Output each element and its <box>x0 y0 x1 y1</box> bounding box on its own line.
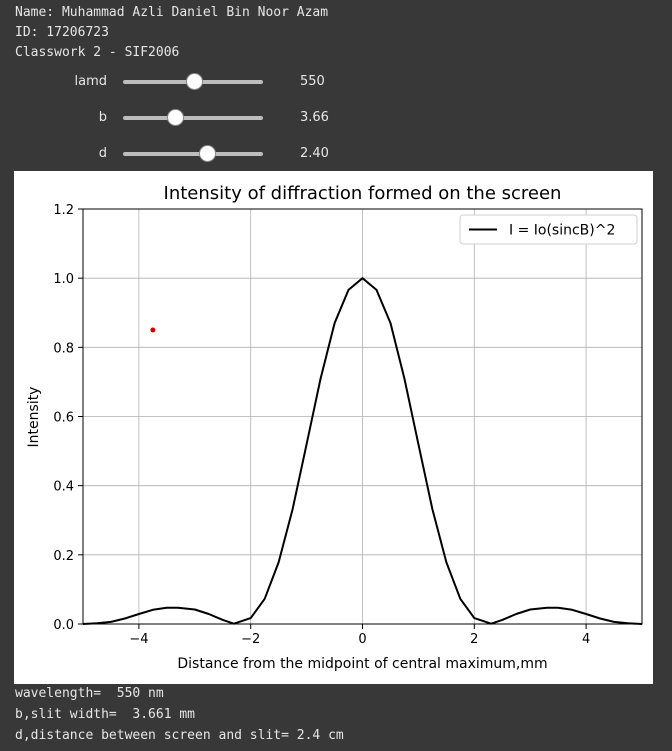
plot-series <box>82 277 643 625</box>
x-tick-label: −2 <box>241 632 260 647</box>
x-tick-label: 2 <box>470 632 478 647</box>
grid-lines <box>83 208 642 625</box>
intensity-curve <box>82 277 643 625</box>
slider-d-value: 2.40 <box>300 146 329 161</box>
slider-d-label: d <box>98 146 107 161</box>
slider-lamd-label: lamd <box>74 74 108 89</box>
y-tick-label: 1.2 <box>53 203 74 218</box>
x-axis-ticks: −4 −2 0 2 4 <box>129 624 590 647</box>
slider-b-track[interactable] <box>123 109 263 126</box>
x-tick-label: −4 <box>129 632 148 647</box>
slider-b-row: b 3.66 <box>0 103 672 133</box>
chart-title: Intensity of diffraction formed on the s… <box>164 183 562 204</box>
student-name: Name: Muhammad Azli Daniel Bin Noor Azam <box>15 5 329 20</box>
legend-box <box>459 214 638 245</box>
output-distance: d,distance between screen and slit= 2.4 … <box>15 728 344 743</box>
classwork-title: Classwork 2 - SIF2006 <box>15 45 180 60</box>
slider-lamd-track[interactable] <box>123 73 263 90</box>
slider-d-row: d 2.40 <box>0 139 672 169</box>
y-tick-label: 0.6 <box>53 411 74 426</box>
y-tick-label: 0.8 <box>53 341 74 356</box>
diffraction-chart: −4 −2 0 2 4 0.0 0.2 0.4 0.6 0.8 1.0 1.2 Intensity … <box>26 183 643 672</box>
slider-b-value: 3.66 <box>300 110 329 125</box>
y-tick-label: 1.0 <box>53 272 74 287</box>
slider-lamd-thumb[interactable] <box>186 73 204 90</box>
output-wavelength: wavelength= 550 nm <box>15 686 164 701</box>
y-axis-label: Intensity <box>26 387 42 448</box>
legend-entry-label: I = Io(sincB)^2 <box>509 223 615 239</box>
y-axis-ticks: 0.0 0.2 0.4 0.6 0.8 1.0 1.2 <box>53 203 83 633</box>
y-tick-label: 0.0 <box>53 618 74 633</box>
slider-lamd-row: lamd 550 <box>0 67 672 97</box>
plot-figure: −4 −2 0 2 4 0.0 0.2 0.4 0.6 0.8 1.0 1.2 Intensity … <box>14 171 653 684</box>
x-tick-label: 0 <box>358 632 366 647</box>
chart-legend: I = Io(sincB)^2 <box>459 214 638 245</box>
student-id: ID: 17206723 <box>15 25 109 40</box>
slider-lamd-value: 550 <box>300 74 325 89</box>
slider-d-thumb[interactable] <box>199 145 216 162</box>
output-slit-width: b,slit width= 3.661 mm <box>15 707 196 722</box>
data-point <box>150 327 156 333</box>
y-tick-label: 0.2 <box>53 549 74 564</box>
x-axis-label: Distance from the midpoint of central ma… <box>177 656 547 672</box>
x-tick-label: 4 <box>582 632 590 647</box>
y-tick-label: 0.4 <box>53 480 74 495</box>
slider-b-thumb[interactable] <box>166 109 184 126</box>
slider-b-label: b <box>98 110 107 125</box>
slider-d-track[interactable] <box>123 145 263 162</box>
